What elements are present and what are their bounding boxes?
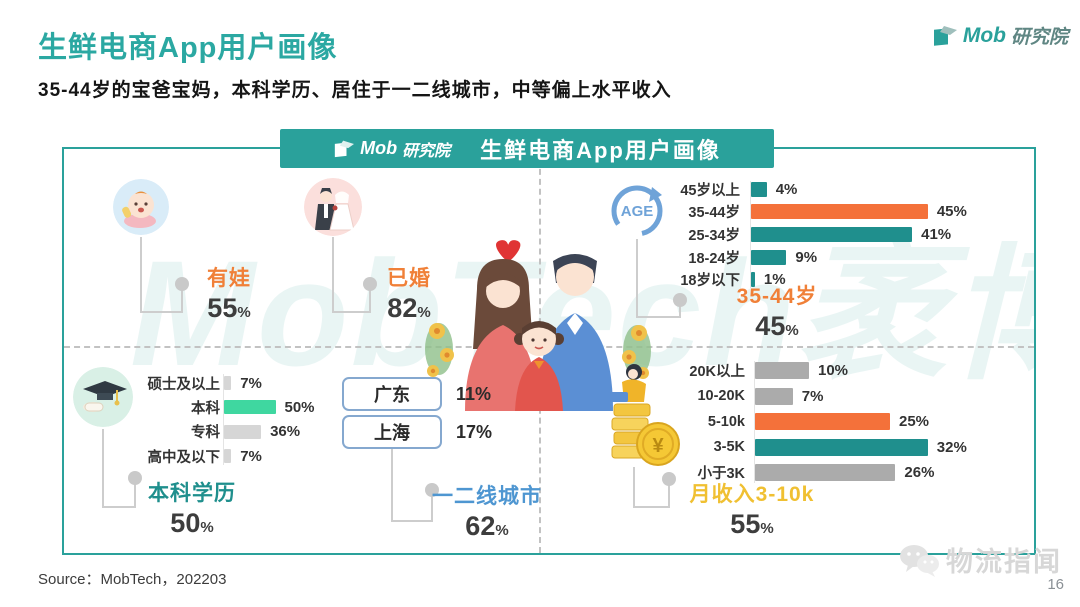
age-bar-row: 18-24岁 9% (642, 246, 967, 269)
age-category-label: 25-34岁 (688, 227, 740, 244)
income-value-label: 32% (936, 438, 967, 456)
age-value-label: 9% (795, 248, 818, 266)
education-value-label: 36% (270, 423, 301, 441)
income-value-label: 7% (801, 387, 824, 405)
wechat-icon (900, 544, 939, 577)
income-bar-row: 20K以上 10% (660, 358, 967, 384)
income-bar (755, 413, 890, 431)
education-value-label: 7% (240, 447, 262, 465)
income-value-label: 10% (818, 362, 849, 380)
income-value-label: 26% (904, 464, 935, 482)
income-bar-row: 5-10k 25% (660, 409, 967, 435)
income-bar-row: 3-5K 32% (660, 435, 967, 461)
city-highlight-stat: 一二线城市 62% (432, 485, 542, 541)
education-bar (224, 449, 232, 464)
age-bar (751, 204, 928, 220)
education-bar (224, 400, 276, 415)
age-bar-row: 35-44岁 45% (642, 201, 967, 224)
education-value-label: 7% (240, 374, 262, 392)
age-chart: 45岁以上 4% 35-44岁 45% 25-34岁 41% 18-24岁 9% 18岁以下 1% (642, 178, 967, 291)
page-number: 16 (1047, 576, 1064, 593)
age-bar-row: 45岁以上 4% (642, 178, 967, 201)
income-category-label: 5-10k (707, 413, 745, 430)
infographic-panel: MobTech袤博 (62, 129, 1036, 555)
city-box: 上海 (342, 415, 442, 449)
graduation-cap-icon (334, 140, 355, 157)
education-chart: 硕士及以上 7% 本科 50% 专科 36% 高中及以下 7% (125, 371, 315, 468)
connector-lines (102, 237, 687, 522)
education-category-label: 专科 (191, 425, 220, 442)
graduation-cap-icon (933, 25, 957, 46)
age-bar-row: 25-34岁 41% (642, 223, 967, 246)
education-bar-row: 硕士及以上 7% (125, 371, 315, 395)
age-icon: AGE (611, 185, 663, 237)
education-bar-row: 高中及以下 7% (125, 444, 315, 468)
income-chart: 20K以上 10% 10-20K 7% 5-10k 25% 3-5K 32% 小于3K 26% (660, 358, 967, 486)
income-category-label: 小于3K (697, 466, 745, 483)
kids-stat: 有娃 55% (207, 267, 251, 323)
age-bar (751, 249, 787, 265)
age-bar (751, 226, 913, 242)
graduation-icon (73, 367, 133, 427)
page-subtitle: 35-44岁的宝爸宝妈，本科学历、居住于一二线城市，中等偏上水平收入 (38, 80, 672, 101)
education-category-label: 本科 (191, 400, 220, 417)
education-bar-row: 专科 36% (125, 420, 315, 444)
income-bar (755, 362, 809, 380)
baby-icon (113, 179, 169, 235)
corner-watermark-text: 物流指闻 (946, 547, 1062, 577)
age-value-label: 4% (775, 180, 798, 198)
income-bar-row: 小于3K 26% (660, 460, 967, 486)
age-bar (751, 181, 767, 197)
age-category-label: 35-44岁 (688, 205, 740, 222)
age-highlight-stat: 35-44岁 45% (736, 285, 818, 341)
income-icon: ¥ (610, 364, 680, 466)
age-value-label: 1% (763, 271, 786, 289)
income-category-label: 10-20K (697, 388, 745, 405)
city-box: 广东 (342, 377, 442, 411)
banner-logo-mob: Mob (360, 138, 398, 158)
age-bar (751, 272, 755, 288)
family-illustration (425, 240, 651, 411)
logo-text-mob: Mob (962, 23, 1006, 47)
age-category-label: 18-24岁 (688, 250, 740, 267)
banner-logo: Mob 研究院 (333, 137, 450, 161)
income-value-label: 25% (899, 413, 930, 431)
education-category-label: 高中及以下 (147, 449, 221, 466)
city-value: 17% (456, 421, 493, 442)
income-highlight-stat: 月收入3-10k 55% (689, 483, 815, 539)
education-bar-row: 本科 50% (125, 395, 315, 419)
income-bar (755, 464, 896, 482)
panel-banner: Mob 研究院 生鲜电商App用户画像 (280, 129, 774, 168)
city-value: 11% (456, 383, 492, 404)
age-value-label: 45% (936, 203, 967, 221)
city-row-guangdong: 广东 11% (342, 377, 491, 411)
education-bar (224, 376, 232, 391)
married-stat: 已婚 82% (387, 267, 431, 323)
logo-text-suffix: 研究院 (1010, 27, 1068, 48)
income-category-label: 3-5K (713, 439, 745, 456)
city-row-shanghai: 上海 17% (342, 415, 492, 449)
corner-watermark: 物流指闻 (898, 540, 1062, 579)
age-value-label: 41% (921, 225, 952, 243)
age-category-label: 45岁以上 (680, 182, 740, 199)
age-bar-row: 18岁以下 1% (642, 268, 967, 291)
education-bar (224, 424, 262, 439)
income-category-label: 20K以上 (689, 364, 745, 381)
education-category-label: 硕士及以上 (147, 376, 221, 393)
education-highlight-stat: 本科学历 50% (148, 482, 236, 538)
banner-logo-suffix: 研究院 (402, 142, 451, 160)
age-category-label: 18岁以下 (680, 273, 740, 290)
svg-text:AGE: AGE (621, 203, 654, 220)
mob-logo: Mob 研究院 (932, 22, 1068, 49)
income-bar-row: 10-20K 7% (660, 384, 967, 410)
banner-title: 生鲜电商App用户画像 (480, 137, 721, 163)
income-bar (755, 387, 793, 405)
source-note: Source：MobTech，202203 (38, 571, 227, 588)
svg-text:¥: ¥ (652, 435, 664, 457)
education-value-label: 50% (284, 398, 315, 416)
page-title: 生鲜电商App用户画像 (38, 32, 338, 64)
income-bar (755, 438, 928, 456)
wedding-couple-icon (304, 178, 362, 236)
